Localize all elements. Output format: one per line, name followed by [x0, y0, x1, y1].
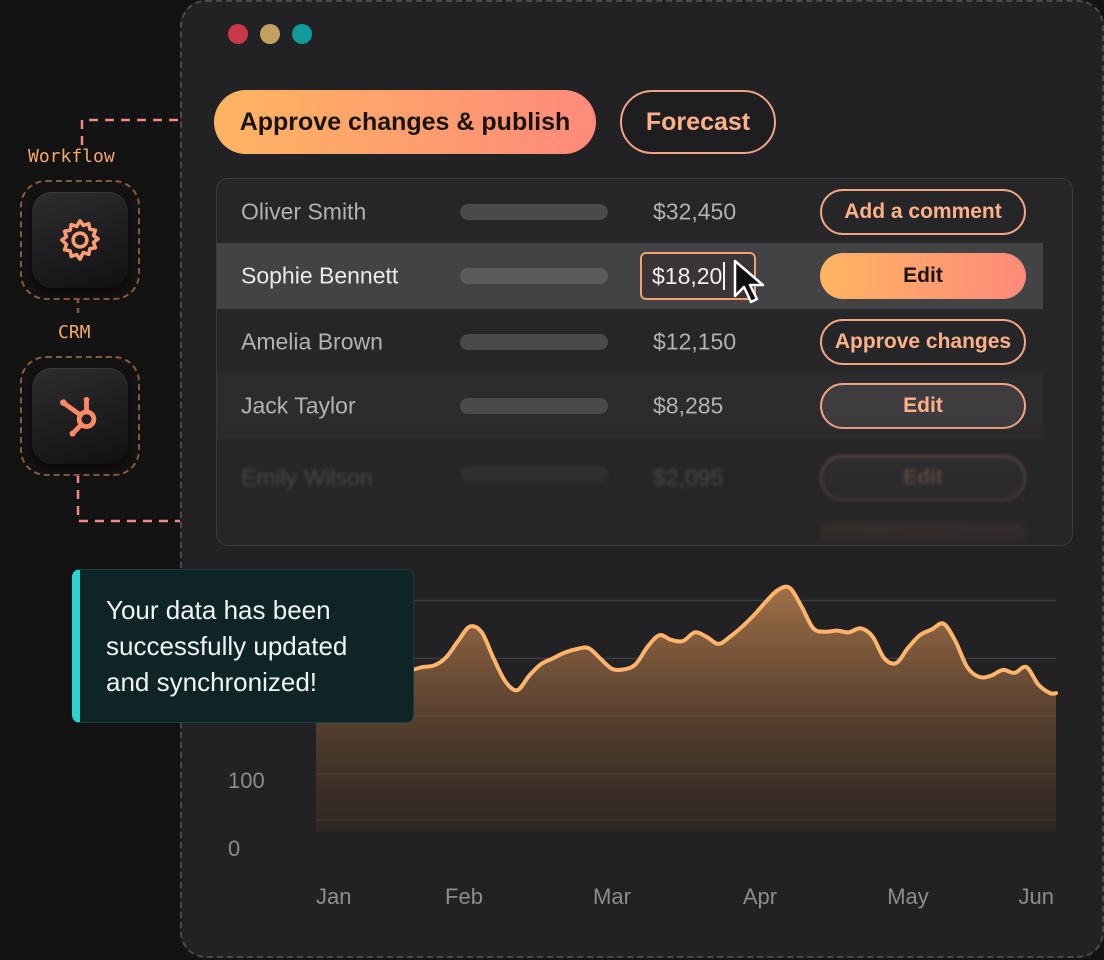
chart-area-fill	[316, 586, 1056, 832]
table-row-selected[interactable]: Sophie Bennett $18,20 Edit	[217, 243, 1043, 309]
maximize-window-button[interactable]	[292, 24, 312, 44]
workflow-node-button[interactable]	[32, 192, 128, 288]
row-progress-bar	[460, 398, 608, 414]
row-amount: $32,450	[653, 198, 737, 225]
row-progress-bar	[460, 268, 608, 284]
row-name: Oliver Smith	[241, 198, 367, 225]
toast-message: Your data has been successfully updated …	[106, 595, 348, 697]
x-tick-label: Mar	[593, 884, 631, 909]
text-caret	[723, 262, 726, 290]
row-amount: $12,150	[653, 328, 737, 355]
x-tick-label: Feb	[445, 884, 483, 909]
y-tick-label: 0	[228, 836, 240, 861]
crm-node[interactable]	[20, 356, 140, 476]
y-tick-label: 100	[228, 768, 265, 793]
x-tick-label: Jun	[1019, 884, 1054, 909]
crm-node-button[interactable]	[32, 368, 128, 464]
forecast-button[interactable]: Forecast	[620, 90, 776, 154]
workflow-node[interactable]	[20, 180, 140, 300]
row-progress-bar	[460, 334, 608, 350]
table-row[interactable]: Oliver Smith $32,450 Add a comment	[217, 179, 1043, 245]
gear-icon	[60, 219, 100, 261]
amount-input-value: $18,20	[652, 262, 723, 289]
mouse-pointer-icon	[733, 259, 765, 304]
row-name: Sophie Bennett	[241, 262, 399, 289]
approve-changes-button[interactable]: Approve changes	[820, 319, 1026, 365]
minimize-window-button[interactable]	[260, 24, 280, 44]
row-progress-bar	[460, 204, 608, 220]
row-name: Amelia Brown	[241, 328, 383, 355]
close-window-button[interactable]	[228, 24, 248, 44]
success-toast: Your data has been successfully updated …	[72, 569, 414, 723]
workflow-label: Workflow	[28, 146, 115, 167]
add-comment-button[interactable]: Add a comment	[820, 189, 1026, 235]
crm-label: CRM	[58, 322, 91, 343]
approve-publish-button[interactable]: Approve changes & publish	[214, 90, 596, 154]
row-name: Jack Taylor	[241, 392, 356, 419]
chart-series-line	[314, 584, 1058, 696]
edit-button[interactable]: Edit	[820, 253, 1026, 299]
x-tick-label: Apr	[743, 884, 777, 909]
table-row[interactable]: Amelia Brown $12,150 Approve changes	[217, 309, 1043, 375]
hubspot-icon	[60, 396, 97, 437]
row-amount: $8,285	[653, 392, 724, 419]
x-tick-label: May	[887, 884, 929, 909]
x-tick-label: Jan	[316, 884, 351, 909]
